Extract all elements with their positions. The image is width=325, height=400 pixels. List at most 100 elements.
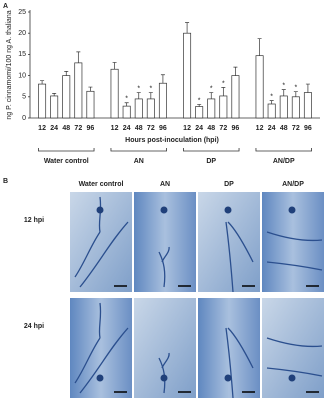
bar [267, 103, 276, 119]
error-bar [185, 22, 190, 34]
significance-marker: * [198, 97, 201, 104]
error-bar [269, 100, 274, 105]
significance-marker: * [125, 96, 128, 103]
bar [303, 92, 312, 119]
significance-marker: * [137, 85, 140, 92]
panel-label: A [3, 3, 8, 10]
error-bar [257, 38, 262, 56]
hypha [74, 196, 102, 278]
hypha [266, 261, 323, 271]
bar [255, 55, 264, 119]
x-tick-label: 72 [147, 125, 155, 132]
error-bar [305, 83, 310, 93]
y-tick-label: 0 [22, 115, 26, 122]
hypha [225, 221, 234, 293]
bar [50, 95, 59, 119]
spore [160, 374, 168, 382]
bar [110, 68, 119, 119]
x-tick-label: 96 [87, 125, 95, 132]
x-tick-label: 12 [111, 125, 119, 132]
y-tick-label: 10 [18, 72, 26, 79]
group-bracket [110, 148, 167, 152]
bar [183, 32, 192, 119]
x-tick-label: 48 [280, 125, 288, 132]
hypha [161, 246, 170, 263]
column-label: Water control [79, 181, 124, 188]
error-bar [160, 74, 165, 84]
column-label: AN/DP [282, 181, 304, 188]
bar [207, 98, 216, 119]
hypha [158, 251, 166, 288]
x-tick-label: 24 [268, 125, 276, 132]
panel-label: B [3, 178, 8, 185]
bar [279, 95, 288, 119]
row-label: 12 hpi [24, 217, 44, 224]
x-tick-label: 48 [62, 125, 70, 132]
x-axis-title: Hours post-inoculation (hpi) [125, 137, 219, 144]
spore [288, 206, 296, 214]
error-bar [52, 93, 57, 96]
hypha [266, 367, 323, 377]
x-tick-label: 12 [256, 125, 264, 132]
error-bar [197, 104, 202, 107]
x-tick-label: 48 [207, 125, 215, 132]
bar [195, 106, 204, 119]
y-axis-title: ng P. cinnamomi/100 ng A. thaliana [6, 10, 13, 119]
x-tick-label: 24 [123, 125, 131, 132]
error-bar [136, 92, 141, 99]
x-tick-label: 24 [195, 125, 203, 132]
significance-marker: * [222, 80, 225, 87]
spore [224, 374, 232, 382]
hypha [227, 221, 254, 263]
error-bar [281, 89, 286, 96]
bar [134, 98, 143, 119]
hypha [158, 357, 166, 394]
hypha [79, 221, 129, 288]
x-tick-label: 24 [50, 125, 58, 132]
y-tick-label: 20 [18, 30, 26, 37]
error-bar [40, 80, 45, 85]
x-tick-label: 12 [38, 125, 46, 132]
micrograph [262, 298, 324, 398]
group-label: DP [206, 158, 216, 165]
hypha [74, 302, 102, 384]
spore [224, 206, 232, 214]
x-tick-label: 48 [135, 125, 143, 132]
hypha [161, 352, 170, 369]
bar [62, 75, 71, 119]
y-tick-label: 15 [18, 51, 26, 58]
error-bar [88, 86, 93, 92]
column-label: DP [224, 181, 234, 188]
x-tick-label: 72 [219, 125, 227, 132]
hypha [266, 337, 323, 348]
group-label: AN/DP [273, 158, 295, 165]
bar [74, 62, 83, 119]
significance-marker: * [270, 93, 273, 100]
bar [219, 95, 228, 119]
bar [291, 96, 300, 119]
hypha [227, 327, 254, 369]
significance-marker: * [149, 85, 152, 92]
x-tick-label: 72 [74, 125, 82, 132]
y-tick-label: 5 [22, 94, 26, 101]
spore [160, 206, 168, 214]
x-tick-label: 96 [159, 125, 167, 132]
error-bar [64, 71, 69, 76]
x-tick-label: 72 [292, 125, 300, 132]
group-bracket [183, 148, 240, 152]
row-label: 24 hpi [24, 323, 44, 330]
significance-marker: * [282, 82, 285, 89]
error-bar [293, 91, 298, 97]
bar [122, 105, 131, 119]
bar [38, 83, 47, 119]
error-bar [124, 102, 129, 107]
significance-marker: * [294, 85, 297, 92]
group-label: AN [134, 158, 144, 165]
hypha [225, 327, 234, 399]
spore [96, 374, 104, 382]
x-tick-label: 96 [232, 125, 240, 132]
column-label: AN [160, 181, 170, 188]
group-bracket [38, 148, 95, 152]
x-tick-label: 12 [183, 125, 191, 132]
